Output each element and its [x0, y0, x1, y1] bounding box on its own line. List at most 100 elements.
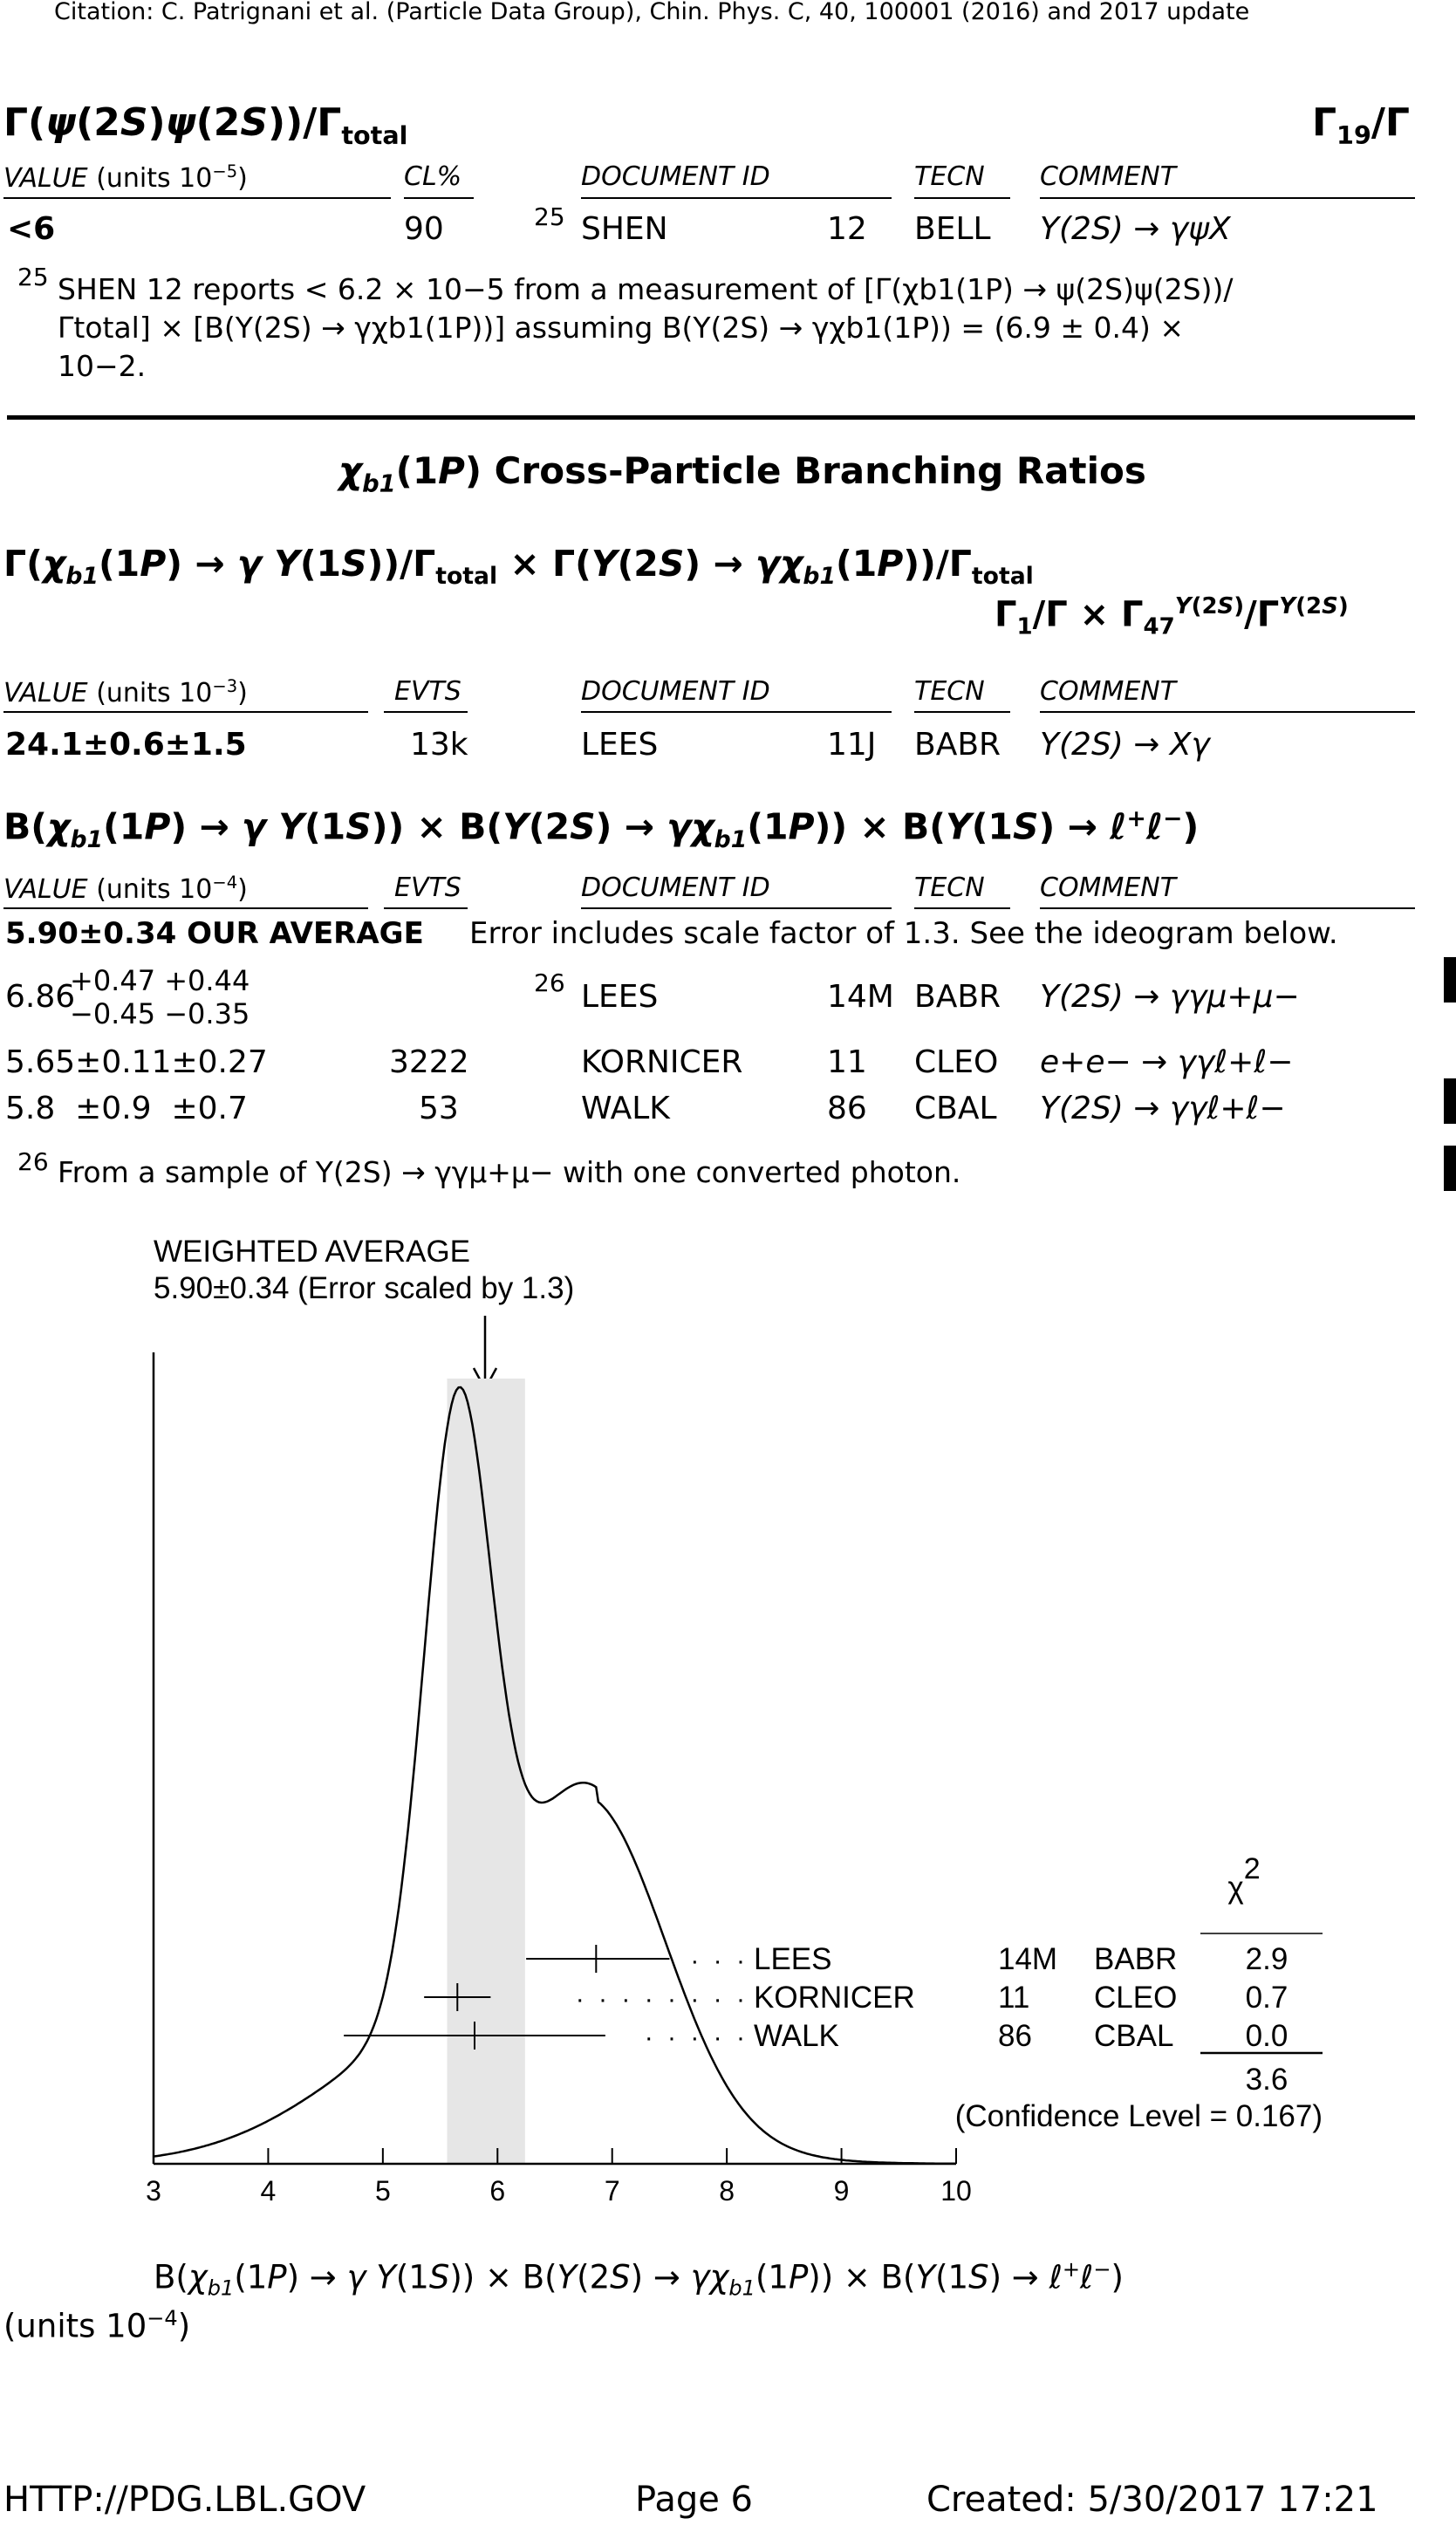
- s1-value: <6: [7, 211, 56, 247]
- measurement-tecn: CLEO: [1094, 1981, 1177, 2015]
- chi2-total: 3.6: [1246, 2063, 1289, 2097]
- measurement-tecn: CBAL: [1094, 2019, 1173, 2053]
- measurement-chi2: 0.7: [1246, 1981, 1289, 2015]
- s2-value: 24.1±0.6±1.5: [5, 727, 247, 763]
- s3-row2-value: 5.65±0.11±0.27: [5, 1044, 268, 1080]
- section2-title: Γ(χb1(1P) → γ Υ(1S))/Γtotal × Γ(Υ(2S) → …: [3, 543, 1034, 591]
- measurement-chi2: 0.0: [1246, 2019, 1289, 2053]
- s3-row3-doc: WALK: [581, 1091, 670, 1126]
- section1-ratio: Γ19/Γ: [1312, 100, 1410, 150]
- fn25-line3: 10−2.: [58, 349, 147, 383]
- s3-row1-err-up: +0.47 +0.44: [70, 964, 250, 997]
- col-value: VALUE (units 10−5): [3, 161, 248, 194]
- s2-doc: LEES: [581, 727, 659, 763]
- leader-dots: · · ·: [690, 1947, 749, 1975]
- s2-year: 11J: [827, 727, 877, 763]
- fn26-num: 26: [17, 1147, 49, 1176]
- s1-comment: Υ(2S) → γψX: [1040, 211, 1231, 247]
- measurement-tecn: BABR: [1094, 1942, 1177, 1976]
- s3-row3-year: 86: [827, 1091, 867, 1126]
- s1-tecn: BELL: [914, 211, 991, 247]
- s3-row1-year: 14M: [827, 979, 894, 1015]
- s1-year: 12: [827, 211, 867, 247]
- fn25-line1: SHEN 12 reports < 6.2 × 10−5 from a meas…: [58, 272, 1234, 306]
- cross-heading: χb1(1P) Cross-Particle Branching Ratios: [338, 449, 1146, 498]
- s3-col-tecn: TECN: [914, 873, 985, 903]
- x-tick-label: 6: [489, 2175, 505, 2207]
- measurement-year: 11: [998, 1981, 1029, 2015]
- x-tick-label: 4: [261, 2175, 277, 2207]
- weighted-value: 5.90±0.34 (Error scaled by 1.3): [154, 1271, 574, 1305]
- fn25-num: 25: [17, 263, 49, 291]
- x-tick-label: 5: [375, 2175, 391, 2207]
- s3-col-evts: EVTS: [394, 873, 461, 903]
- s3-row2-year: 11: [827, 1044, 867, 1080]
- s1-doc: SHEN: [581, 211, 668, 247]
- s3-row3-evts: 53: [419, 1091, 459, 1126]
- change-bar: [1444, 957, 1456, 1003]
- s3-row2-doc: KORNICER: [581, 1044, 743, 1080]
- s2-col-tecn: TECN: [914, 676, 985, 707]
- x-tick-label: 7: [605, 2175, 620, 2207]
- s3-row1-err-dn: −0.45 −0.35: [70, 997, 250, 1030]
- col-doc: DOCUMENT ID: [581, 161, 770, 192]
- s3-col-value: VALUE (units 10−4): [3, 873, 248, 905]
- s3-col-doc: DOCUMENT ID: [581, 873, 770, 903]
- measurement-name: KORNICER: [754, 1981, 915, 2015]
- change-bar: [1444, 1146, 1456, 1191]
- ideogram-curve: [153, 1386, 956, 2166]
- s2-comment: Υ(2S) → Xγ: [1040, 727, 1210, 763]
- average-band: [447, 1379, 525, 2164]
- fn25-line2: Γtotal] × [B(Υ(2S) → γχb1(1P))] assuming…: [58, 311, 1184, 345]
- section2-ratio: Γ1/Γ × Γ47Υ(2S)/ΓΥ(2S): [995, 593, 1349, 640]
- change-bar: [1444, 1078, 1456, 1124]
- x-tick-label: 9: [834, 2175, 850, 2207]
- our-average-note: Error includes scale factor of 1.3. See …: [469, 916, 1338, 951]
- s3-row1-doc: LEES: [581, 979, 659, 1015]
- x-tick-label: 3: [146, 2175, 161, 2207]
- measurement-name: WALK: [754, 2019, 839, 2053]
- measurement-year: 14M: [998, 1942, 1057, 1976]
- section3-title: B(χb1(1P) → γ Υ(1S)) × B(Υ(2S) → γχb1(1P…: [3, 805, 1200, 853]
- s3-row2-tecn: CLEO: [914, 1044, 999, 1080]
- measurement-chi2: 2.9: [1246, 1942, 1289, 1976]
- xlabel-line2: (units 10−4): [3, 2306, 191, 2345]
- s2-col-comment: COMMENT: [1040, 676, 1177, 707]
- ideogram-chart: WEIGHTED AVERAGE 5.90±0.34 (Error scaled…: [146, 1235, 1323, 2207]
- s3-row1-ref: 26: [534, 968, 565, 997]
- measurement-name: LEES: [754, 1942, 832, 1976]
- s3-row3-comment: Υ(2S) → γγℓ+ℓ−: [1040, 1091, 1286, 1126]
- s2-col-value: VALUE (units 10−3): [3, 676, 248, 708]
- s3-row1-value: 6.86: [5, 979, 76, 1015]
- leader-dots: · · · · ·: [645, 2023, 749, 2052]
- s3-row2-evts: 3222: [389, 1044, 469, 1080]
- s3-row3-tecn: CBAL: [914, 1091, 997, 1126]
- col-tecn: TECN: [914, 161, 985, 192]
- s3-row2-comment: e+e− → γγℓ+ℓ−: [1040, 1044, 1294, 1080]
- s3-row1-comment: Υ(2S) → γγμ+μ−: [1040, 979, 1300, 1015]
- confidence-level: (Confidence Level = 0.167): [955, 2099, 1323, 2133]
- section1-title: Γ(ψ(2S)ψ(2S))/Γtotal: [3, 100, 408, 150]
- xlabel-line1: B(χb1(1P) → γ Υ(1S)) × B(Υ(2S) → γχb1(1P…: [154, 2257, 1124, 2301]
- footer-page: Page 6: [635, 2480, 753, 2520]
- measurement-year: 86: [998, 2019, 1032, 2053]
- s2-tecn: BABR: [914, 727, 1001, 763]
- s1-ref: 25: [534, 202, 565, 231]
- s3-col-comment: COMMENT: [1040, 873, 1177, 903]
- our-average: 5.90±0.34 OUR AVERAGE: [5, 916, 424, 951]
- col-comment: COMMENT: [1040, 161, 1177, 192]
- chi2-label: χ2: [1227, 1852, 1260, 1905]
- weighted-title: WEIGHTED AVERAGE: [154, 1235, 470, 1269]
- footer-url[interactable]: HTTP://PDG.LBL.GOV: [3, 2480, 366, 2520]
- s2-evts: 13k: [410, 727, 468, 763]
- fn26-text: From a sample of Υ(2S) → γγμ+μ− with one…: [58, 1155, 961, 1189]
- s1-cl: 90: [404, 211, 444, 247]
- s3-row1-tecn: BABR: [914, 979, 1001, 1015]
- s2-col-evts: EVTS: [394, 676, 461, 707]
- x-tick-label: 10: [940, 2175, 972, 2207]
- footer-created: Created: 5/30/2017 17:21: [926, 2480, 1378, 2520]
- col-cl: CL%: [404, 161, 462, 192]
- leader-dots: · · · · · · · ·: [576, 1985, 749, 2014]
- citation: Citation: C. Patrignani et al. (Particle…: [54, 0, 1250, 25]
- x-tick-label: 8: [719, 2175, 735, 2207]
